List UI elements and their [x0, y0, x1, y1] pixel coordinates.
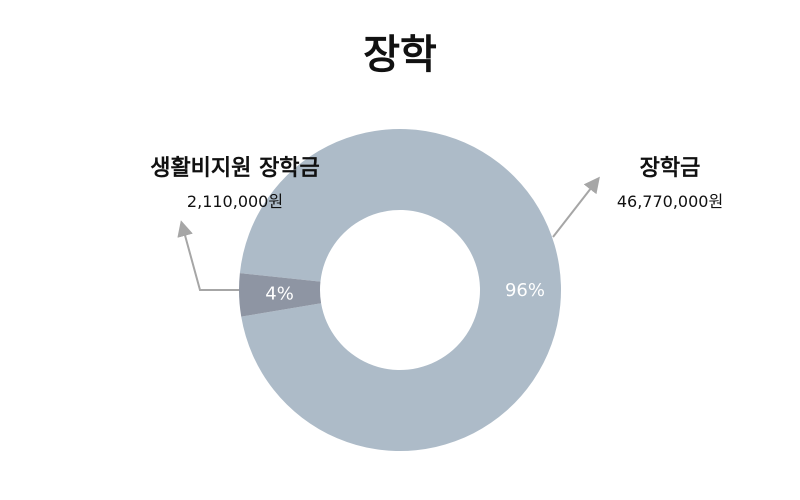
- chart-title: 장학: [363, 32, 437, 78]
- leader-line-left: [177, 220, 239, 291]
- percent-label-1: 96%: [505, 280, 545, 301]
- percent-label-0: 4%: [265, 284, 294, 305]
- slice-name: 장학금: [639, 156, 701, 181]
- slice-label-0: 생활비지원 장학금 2,110,000원: [120, 150, 350, 212]
- leader-line-right: [552, 176, 600, 238]
- slice-0: [239, 273, 322, 317]
- slice-name: 생활비지원 장학금: [150, 156, 320, 181]
- slice-value: 2,110,000원: [186, 192, 284, 211]
- slice-label-1: 장학금 46,770,000원: [575, 150, 765, 212]
- slice-1: [239, 129, 562, 451]
- slice-value: 46,770,000원: [616, 192, 724, 211]
